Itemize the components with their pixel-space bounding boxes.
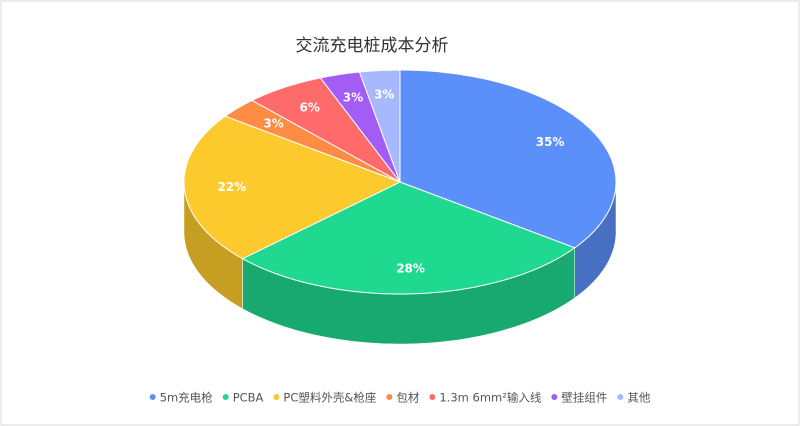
slice	[358, 69, 401, 183]
data-label: 6%	[300, 101, 320, 115]
slice	[183, 115, 402, 260]
legend-label: PC塑料外壳&枪座	[283, 391, 376, 405]
legend-label: 壁挂组件	[561, 391, 607, 405]
legend-label: 其他	[627, 391, 650, 405]
data-label: 35%	[536, 135, 565, 149]
legend-marker	[617, 394, 624, 400]
legend-marker	[386, 394, 393, 400]
legend-label: 包材	[396, 391, 419, 405]
legend-marker	[149, 394, 156, 400]
data-label: 3%	[374, 88, 394, 102]
legend-label: 1.3m 6mm²输入线	[439, 391, 541, 405]
data-label: 3%	[263, 117, 283, 131]
slice	[319, 71, 401, 183]
legend-label: PCBA	[233, 391, 264, 405]
legend-marker	[551, 394, 558, 400]
slice	[399, 69, 617, 249]
legend-marker	[429, 394, 436, 400]
chart-title: 交流充电桩成本分析	[296, 36, 449, 56]
slice	[241, 181, 576, 295]
slice	[224, 99, 401, 183]
legend-marker	[273, 394, 280, 400]
legend: 5m充电枪 PCBA PC塑料外壳&枪座 包材 1.3m 6mm²输入线 壁挂组件 其他	[149, 391, 651, 405]
legend-label: 5m充电枪	[160, 391, 214, 405]
legend-marker	[222, 394, 229, 400]
slice	[250, 77, 401, 183]
data-label: 28%	[396, 262, 425, 276]
data-label: 22%	[217, 180, 246, 194]
data-label: 3%	[343, 91, 363, 105]
